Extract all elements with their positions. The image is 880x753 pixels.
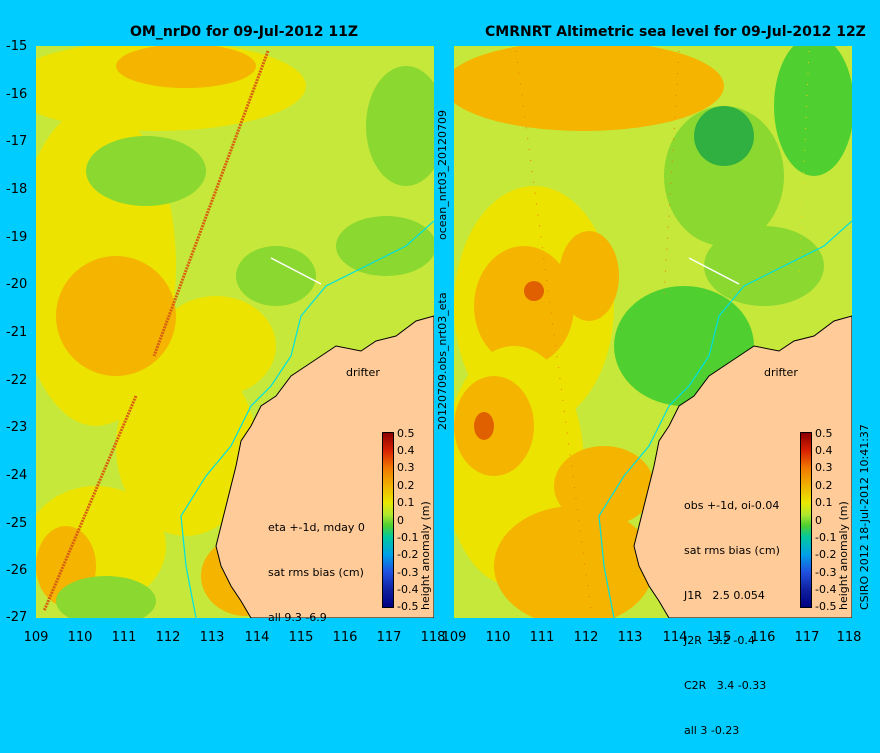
x-tick: 115: [706, 630, 732, 645]
colorbar-tick: 0.3: [815, 461, 833, 474]
right-drifter-label: drifter: [764, 366, 798, 379]
y-tick: -22: [6, 373, 28, 388]
x-tick: 114: [244, 630, 270, 645]
left-panel-title: OM_nrD0 for 09-Jul-2012 11Z: [130, 24, 358, 40]
y-tick: -19: [6, 230, 28, 245]
colorbar-tick: -0.4: [397, 583, 419, 596]
y-tick: -21: [6, 325, 28, 340]
y-tick: -25: [6, 516, 28, 531]
x-tick: 112: [155, 630, 181, 645]
side-label-bottom: 20120709.obs_nrt03_eta: [436, 292, 449, 430]
y-tick: -17: [6, 134, 28, 149]
colorbar-tick: -0.2: [815, 548, 837, 561]
colorbar-tick: 0.5: [397, 427, 415, 440]
colorbar-tick: -0.1: [397, 531, 419, 544]
colorbar-tick: -0.5: [397, 600, 419, 613]
colorbar-tick: -0.2: [397, 548, 419, 561]
colorbar-tick: -0.3: [397, 566, 419, 579]
right-panel-title: CMRNRT Altimetric sea level for 09-Jul-2…: [485, 24, 866, 40]
left-colorbar: [382, 432, 394, 608]
note-line: eta +-1d, mday 0: [268, 521, 365, 534]
colorbar-tick: 0.1: [397, 496, 415, 509]
colorbar-tick: 0.1: [815, 496, 833, 509]
right-map-panel: [454, 46, 852, 618]
y-tick: -15: [6, 39, 28, 54]
x-tick: 110: [485, 630, 511, 645]
x-tick: 112: [573, 630, 599, 645]
y-tick: -26: [6, 563, 28, 578]
y-tick: -27: [6, 610, 28, 625]
copyright-text: CSIRO 2012 18-Jul-2012 10:41:37: [858, 424, 871, 610]
side-label-top: ocean_nrt03_20120709: [436, 109, 449, 240]
note-line: all 3 -0.23: [684, 724, 740, 737]
note-line: sat rms bias (cm): [684, 544, 780, 557]
right-sea-level-map: [454, 46, 852, 618]
x-tick: 113: [199, 630, 225, 645]
colorbar-tick: 0.4: [815, 444, 833, 457]
x-tick: 109: [23, 630, 49, 645]
x-tick: 117: [794, 630, 820, 645]
x-tick: 109: [441, 630, 467, 645]
note-line: all 9.3 -6.9: [268, 611, 327, 624]
y-tick: -24: [6, 468, 28, 483]
colorbar-tick: -0.4: [815, 583, 837, 596]
x-tick: 116: [750, 630, 776, 645]
left-notes: eta +-1d, mday 0 sat rms bias (cm) all 9…: [268, 490, 365, 640]
colorbar-tick: -0.3: [815, 566, 837, 579]
left-drifter-label: drifter: [346, 366, 380, 379]
left-map-panel: [36, 46, 434, 618]
colorbar-tick: -0.5: [815, 600, 837, 613]
x-tick: 117: [376, 630, 402, 645]
x-tick: 116: [332, 630, 358, 645]
colorbar-tick: 0.4: [397, 444, 415, 457]
right-colorbar: [800, 432, 812, 608]
colorbar-tick: 0.2: [397, 479, 415, 492]
note-line: J2R 3.2 -0.4: [684, 634, 755, 647]
note-line: sat rms bias (cm): [268, 566, 364, 579]
colorbar-tick: 0.2: [815, 479, 833, 492]
y-tick: -16: [6, 87, 28, 102]
colorbar-tick: 0.3: [397, 461, 415, 474]
note-line: C2R 3.4 -0.33: [684, 679, 767, 692]
x-tick: 115: [288, 630, 314, 645]
left-sea-level-map: [36, 46, 434, 618]
right-notes: obs +-1d, oi-0.04 sat rms bias (cm) J1R …: [684, 468, 780, 753]
colorbar-tick: 0: [397, 514, 404, 527]
left-colorbar-label: height anomaly (m): [419, 501, 432, 610]
note-line: J1R 2.5 0.054: [684, 589, 765, 602]
colorbar-tick: -0.1: [815, 531, 837, 544]
colorbar-tick: 0.5: [815, 427, 833, 440]
note-line: obs +-1d, oi-0.04: [684, 499, 780, 512]
y-tick: -23: [6, 420, 28, 435]
colorbar-tick: 0: [815, 514, 822, 527]
x-tick: 114: [662, 630, 688, 645]
x-tick: 110: [67, 630, 93, 645]
x-tick: 118: [420, 630, 446, 645]
y-tick: -20: [6, 277, 28, 292]
y-tick: -18: [6, 182, 28, 197]
right-colorbar-label: height anomaly (m): [837, 501, 850, 610]
x-tick: 118: [836, 630, 862, 645]
x-tick: 111: [111, 630, 137, 645]
x-tick: 111: [529, 630, 555, 645]
x-tick: 113: [617, 630, 643, 645]
